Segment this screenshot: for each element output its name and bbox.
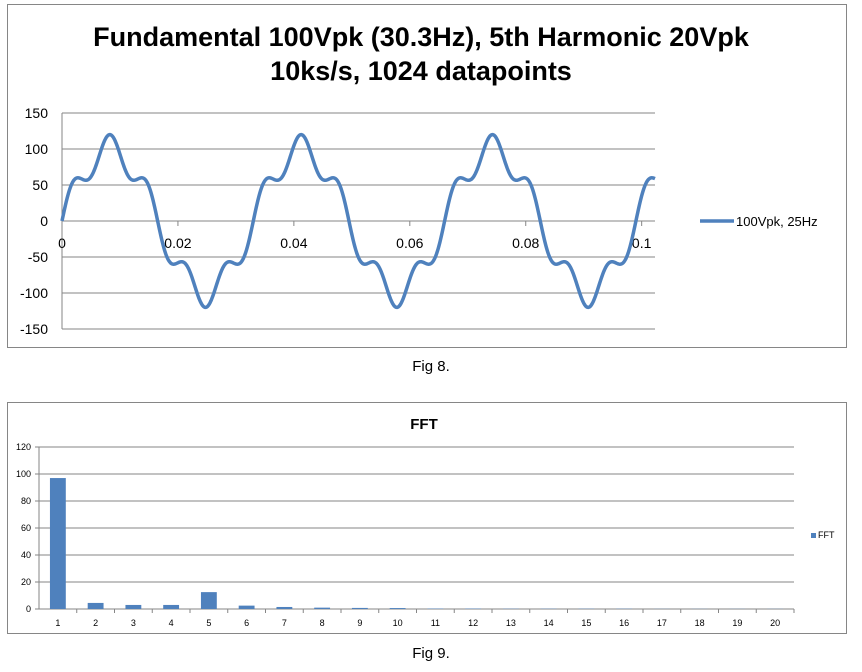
bar <box>276 606 293 609</box>
y-tick-label: 100 <box>25 141 49 157</box>
grid-lines <box>61 112 655 330</box>
chart-area-waveform <box>7 4 847 348</box>
series-line <box>60 132 657 310</box>
y-tick-label: 150 <box>25 105 49 121</box>
bar <box>49 478 66 609</box>
y-axis-ticks: 150 100 50 0 -50 -100 -150 <box>20 105 48 337</box>
bar <box>87 602 104 609</box>
y-tick-label: 40 <box>21 550 31 560</box>
x-tick-label: 8 <box>320 618 325 628</box>
y-tick-label: -50 <box>28 249 48 265</box>
legend-label: FFT <box>818 530 835 540</box>
bar <box>125 604 142 609</box>
chart-title-line-1: Fundamental 100Vpk (30.3Hz), 5th Harmoni… <box>93 22 750 52</box>
bar <box>200 592 217 609</box>
x-tick-label: 14 <box>544 618 554 628</box>
fft-chart-title: FFT <box>410 416 438 433</box>
grid-lines <box>35 446 794 610</box>
x-tick-label: 13 <box>506 618 516 628</box>
x-tick-label: 5 <box>206 618 211 628</box>
y-tick-label: -150 <box>20 321 48 337</box>
x-tick-label: 2 <box>93 618 98 628</box>
bar-series <box>49 478 784 609</box>
x-tick-label: 18 <box>695 618 705 628</box>
x-tick-label: 16 <box>619 618 629 628</box>
x-tick-label: 10 <box>393 618 403 628</box>
y-axis-ticks: 120 100 80 60 40 20 0 <box>16 442 31 614</box>
x-tick-label: 0.06 <box>396 235 423 251</box>
x-tick-label: 1 <box>55 618 60 628</box>
y-tick-label: 100 <box>16 469 31 479</box>
x-axis-ticks: 0 0.02 0.04 0.06 0.08 0.1 <box>58 221 652 251</box>
bar <box>238 605 255 609</box>
legend-label: 100Vpk, 25Hz <box>736 214 818 229</box>
x-tick-label: 17 <box>657 618 667 628</box>
x-tick-label: 0.02 <box>164 235 191 251</box>
bar <box>389 608 406 609</box>
x-tick-label: 0.04 <box>280 235 307 251</box>
x-tick-label: 12 <box>468 618 478 628</box>
x-tick-label: 4 <box>169 618 174 628</box>
x-tick-label: 0 <box>58 235 66 251</box>
x-tick-label: 6 <box>244 618 249 628</box>
x-tick-label: 7 <box>282 618 287 628</box>
x-tick-label: 3 <box>131 618 136 628</box>
figure-caption-9: Fig 9. <box>412 645 450 662</box>
chart-area-fft <box>7 402 847 634</box>
x-tick-label: 11 <box>431 618 440 628</box>
y-tick-label: 60 <box>21 523 31 533</box>
y-tick-label: 20 <box>21 577 31 587</box>
bar <box>163 604 180 609</box>
y-tick-label: 120 <box>16 442 31 452</box>
y-tick-label: 0 <box>40 213 48 229</box>
bar <box>314 607 331 609</box>
x-tick-label: 0.08 <box>512 235 539 251</box>
y-tick-label: 50 <box>32 177 48 193</box>
x-tick-label: 0.1 <box>632 235 652 251</box>
y-tick-label: 0 <box>26 604 31 614</box>
x-tick-label: 15 <box>581 618 591 628</box>
x-tick-label: 19 <box>732 618 742 628</box>
x-tick-label: 20 <box>770 618 780 628</box>
bar <box>351 607 368 609</box>
y-tick-label: 80 <box>21 496 31 506</box>
legend-swatch <box>811 533 816 538</box>
y-tick-label: -100 <box>20 285 48 301</box>
x-tick-label: 9 <box>357 618 362 628</box>
x-axis-ticks: 1 2 3 4 5 6 7 8 9 10 11 12 13 14 15 16 17 18 19 20 <box>55 609 795 628</box>
chart-title-line-2: 10ks/s, 1024 datapoints <box>270 56 572 86</box>
figure-caption-8: Fig 8. <box>412 358 450 375</box>
